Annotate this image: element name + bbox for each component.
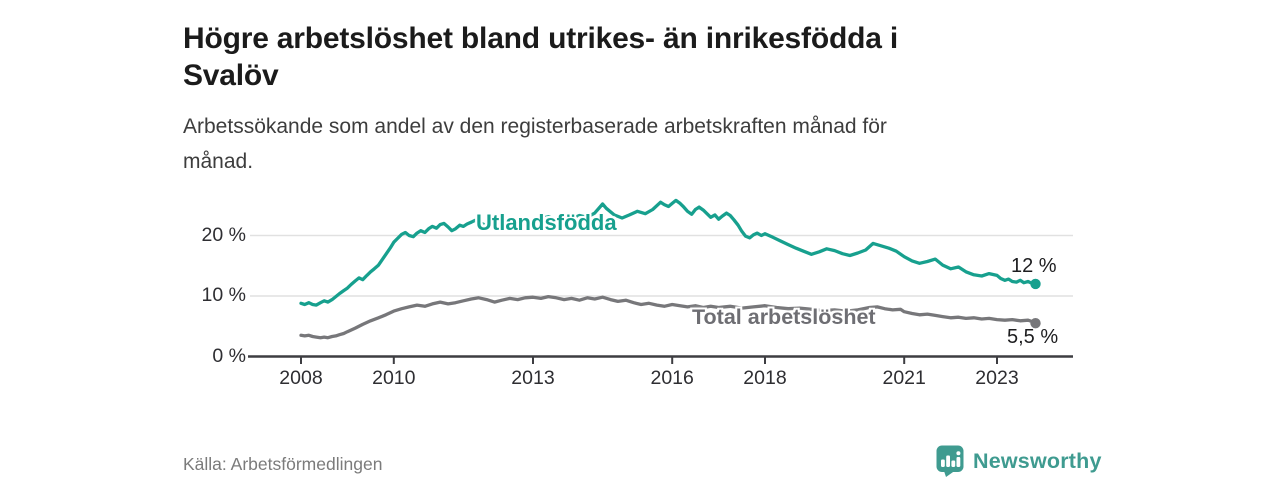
subtitle-line-1: Arbetssökande som andel av den registerb…: [183, 115, 887, 138]
x-tick-label: 2021: [882, 367, 926, 389]
end-value-label-utlandsfodda: 12 %: [1011, 255, 1057, 277]
page-title: Högre arbetslöshet bland utrikes- än inr…: [183, 20, 1103, 94]
x-axis-labels: 2008 2010 2013 2016 2018 2021 2023: [0, 367, 1280, 393]
title-line-1: Högre arbetslöshet bland utrikes- än inr…: [183, 22, 898, 56]
chart-subtitle: Arbetssökande som andel av den registerb…: [183, 109, 1043, 179]
y-tick-label: 20 %: [201, 223, 246, 246]
x-tick-label: 2018: [743, 367, 787, 389]
series-line-utlandsfodda: [299, 198, 1038, 307]
newsworthy-wordmark: Newsworthy: [973, 448, 1102, 473]
end-point-dot-total: [1030, 318, 1041, 329]
series-line-total: [299, 294, 1038, 340]
x-tick-label: 2010: [372, 367, 416, 389]
newsworthy-logo: Newsworthy: [936, 445, 1102, 477]
y-axis-labels: 0 % 10 % 20 %: [0, 0, 246, 480]
end-point-dot-utlandsfodda: [1030, 278, 1041, 290]
series-label-utlandsfodda: Utlandsfödda: [476, 210, 617, 235]
x-tick-label: 2013: [511, 367, 555, 389]
end-value-label-total: 5,5 %: [1007, 326, 1059, 348]
newsworthy-bubble-chart-icon: [936, 445, 964, 477]
y-tick-label: 10 %: [201, 284, 246, 307]
source-attribution: Källa: Arbetsförmedlingen: [183, 454, 383, 474]
x-tick-label: 2016: [650, 367, 694, 389]
title-line-2: Svalöv: [183, 59, 279, 93]
series-label-total-arbetsloshet: Total arbetslöshet: [692, 305, 876, 329]
y-tick-label: 0 %: [212, 344, 246, 367]
x-tick-label: 2008: [279, 367, 323, 389]
subtitle-line-2: månad.: [183, 150, 254, 173]
x-tick-label: 2023: [975, 367, 1019, 389]
